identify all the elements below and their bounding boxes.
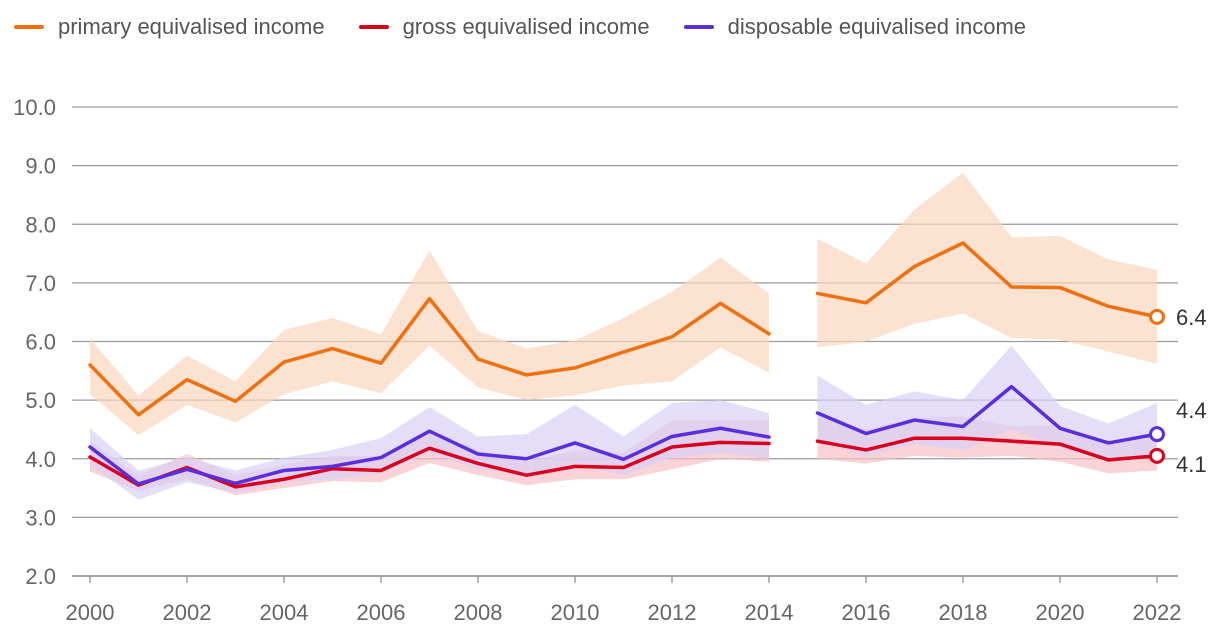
- x-tick-label: 2002: [163, 600, 212, 625]
- y-tick-label: 7.0: [25, 271, 56, 296]
- y-tick-label: 5.0: [25, 388, 56, 413]
- x-tick-label: 2010: [551, 600, 600, 625]
- legend-swatch-gross: [358, 25, 389, 29]
- y-tick-label: 10.0: [13, 95, 56, 120]
- axes: 2.0 3.0 4.0 5.0 6.0 7.0 8.0 9.0 10.0 2000 2002 2004…: [13, 95, 1181, 625]
- confidence-band-1: [90, 250, 769, 436]
- legend-label-disposable: disposable equivalised income: [727, 14, 1027, 39]
- legend: primary equivalised income gross equival…: [14, 14, 1060, 40]
- series-lines: [88, 241, 1159, 489]
- legend-swatch-disposable: [683, 25, 714, 29]
- x-tick-label: 2004: [260, 600, 309, 625]
- legend-item-primary: primary equivalised income: [14, 14, 325, 40]
- legend-label-gross: gross equivalised income: [402, 14, 650, 39]
- y-tick-label: 8.0: [25, 212, 56, 237]
- x-tick-label: 2012: [648, 600, 697, 625]
- x-tick-label: 2018: [939, 600, 988, 625]
- end-value-label-1: 6.4: [1176, 305, 1207, 330]
- series-line-2: [815, 436, 1159, 462]
- legend-item-disposable: disposable equivalised income: [683, 14, 1027, 40]
- legend-label-primary: primary equivalised income: [58, 14, 325, 39]
- series-line-3: [88, 426, 771, 486]
- x-tick-label: 2000: [66, 600, 115, 625]
- end-value-label-2: 4.1: [1176, 452, 1207, 477]
- legend-swatch-primary: [14, 25, 44, 29]
- legend-item-gross: gross equivalised income: [358, 14, 650, 40]
- y-tick-label: 2.0: [25, 564, 56, 589]
- confidence-band-1: [817, 172, 1157, 364]
- end-markers: 6.4 4.1 4.4: [1149, 305, 1207, 477]
- x-tick-label: 2020: [1036, 600, 1085, 625]
- series-line-1: [88, 296, 771, 417]
- series-line-3: [815, 384, 1159, 445]
- y-tick-label: 3.0: [25, 505, 56, 530]
- end-value-label-3: 4.4: [1176, 398, 1207, 423]
- x-tick-label: 2014: [745, 600, 794, 625]
- series-line-1: [815, 241, 1159, 319]
- end-marker-2: [1149, 447, 1165, 464]
- y-tick-label: 4.0: [25, 447, 56, 472]
- y-tick-label: 9.0: [25, 154, 56, 179]
- x-tick-label: 2008: [454, 600, 503, 625]
- x-tick-label: 2006: [357, 600, 406, 625]
- confidence-bands: [90, 172, 1157, 500]
- x-tick-label: 2022: [1133, 600, 1182, 625]
- end-marker-1: [1149, 308, 1165, 325]
- x-tick-label: 2016: [842, 600, 891, 625]
- end-marker-3: [1149, 426, 1165, 443]
- y-tick-label: 6.0: [25, 330, 56, 355]
